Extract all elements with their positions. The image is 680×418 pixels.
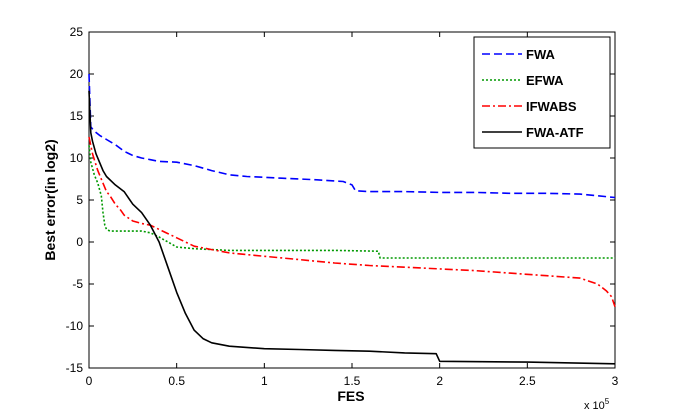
y-tick-label: 0: [76, 235, 83, 249]
series-line-efwa: [88, 145, 615, 259]
x-tick-label: 2: [436, 374, 443, 388]
y-tick-label: 10: [70, 151, 84, 165]
y-tick-label: 15: [70, 109, 84, 123]
x-tick-label: 3: [612, 374, 619, 388]
legend-entry-label: IFWABS: [526, 99, 577, 114]
x-tick-label: 1.5: [344, 374, 361, 388]
x-tick-label: 2.5: [519, 374, 536, 388]
series-line-fwa: [88, 73, 616, 199]
series-line-ifwabs: [88, 136, 616, 307]
legend-entry-label: FWA: [526, 47, 555, 62]
legend: FWA EFWA IFWABS FWA-ATF: [473, 36, 611, 149]
legend-box: [473, 36, 611, 149]
y-tick-label: -5: [72, 277, 83, 291]
plot-lines: [88, 73, 616, 365]
y-tick-label: -15: [66, 361, 84, 375]
y-tick-label: 5: [76, 193, 83, 207]
y-tick-label: -10: [66, 319, 84, 333]
x-tick-label: 1: [261, 374, 268, 388]
legend-entry-label: EFWA: [526, 73, 564, 88]
x-axis-multiplier-base: x 10: [584, 400, 605, 412]
y-axis-label: Best error(in log2): [42, 139, 58, 260]
y-tick-label: 20: [70, 67, 84, 81]
x-axis-multiplier: x 105: [584, 397, 610, 412]
x-axis-multiplier-exponent: 5: [605, 397, 610, 406]
x-axis-label: FES: [337, 388, 364, 404]
legend-entry-label: FWA-ATF: [526, 125, 584, 140]
x-tick-label: 0.5: [168, 374, 185, 388]
series-line-fwa-atf: [88, 90, 616, 365]
x-tick-label: 0: [86, 374, 93, 388]
y-tick-label: 25: [70, 25, 84, 39]
